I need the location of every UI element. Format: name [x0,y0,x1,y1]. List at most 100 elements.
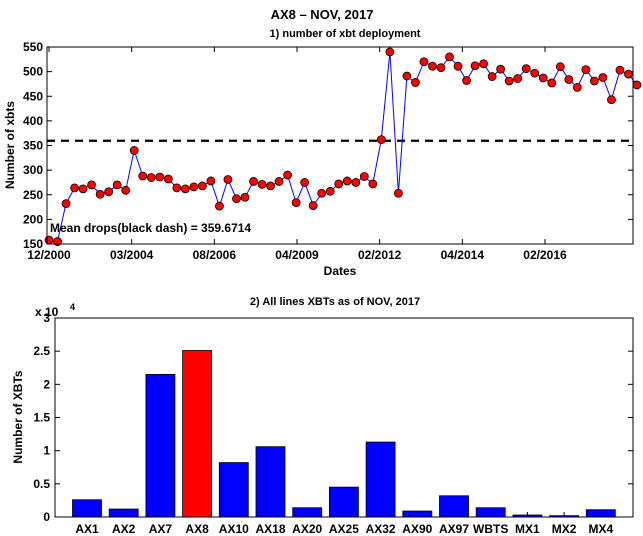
data-point [308,201,318,210]
bar-chart-scale-label: x 10 [35,305,59,319]
bar-ax2 [108,508,139,518]
data-point [419,57,429,67]
data-point [215,201,224,211]
data-point [129,146,139,155]
data-point [504,76,514,86]
y-tick-label: 0 [43,510,50,524]
bar-ax7 [145,373,176,518]
mean-annotation: Mean drops(black dash) = 359.6714 [50,221,251,235]
data-point [172,183,182,193]
x-tick-label: AX1 [75,522,99,536]
data-point [376,135,386,144]
data-point [342,176,352,186]
bar-mx4 [585,509,616,518]
data-point [325,186,335,196]
y-tick-label: 1.5 [33,411,50,425]
data-point [436,63,446,73]
data-point [632,80,642,90]
data-point [87,180,97,190]
data-point [163,174,173,184]
bar-ax1 [72,499,102,518]
line-chart-frame [46,46,634,245]
data-point [317,188,327,198]
y-tick-label: 300 [23,163,43,177]
data-point [180,184,190,194]
xbt-bar-chart: 2) All lines XBTs as of NOV, 2017 0 0.5 1 1… [11,296,634,536]
data-point [453,61,463,71]
data-point [206,176,216,186]
x-tick-label: 02/2016 [523,248,567,262]
data-point [146,173,156,182]
x-tick-label: MX4 [588,522,613,536]
data-point [334,179,344,189]
data-point [112,180,122,190]
data-point [487,72,497,81]
data-point [104,187,114,197]
y-tick-label: 200 [23,212,43,226]
bar-ax90 [402,510,433,518]
data-point [274,177,284,186]
data-point [615,65,625,75]
data-point [607,95,616,105]
data-point [61,199,71,209]
data-point [402,71,412,81]
x-tick-label: AX2 [112,522,136,536]
data-point [95,189,105,199]
x-tick-label: 12/2000 [27,248,71,262]
bar-ax97 [439,495,469,518]
bar-chart-title: 2) All lines XBTs as of NOV, 2017 [250,296,420,308]
data-point [359,172,369,181]
data-point [538,73,548,83]
data-point [393,188,403,198]
data-point [266,181,275,191]
x-tick-label: AX7 [149,522,173,536]
data-point [155,172,165,182]
data-point [555,62,565,72]
data-point [385,47,395,57]
bar-wbts [475,507,506,518]
x-tick-label: AX32 [366,522,396,536]
data-point [479,59,489,69]
data-point [624,69,633,79]
bar-chart-ticks: 0 0.5 1 1.5 2 2.5 3 AX1 AX2 AX7 AX8 AX10 AX18 AX20 AX2… [33,311,633,536]
line-series [44,47,642,246]
data-point [291,198,301,208]
bar-ax25 [328,486,359,518]
data-point [249,177,258,186]
data-point [470,61,480,71]
line-chart-ticks: 150 200 250 300 350 400 450 500 550 12/2000 03/200… [23,40,633,262]
data-point [197,181,207,191]
y-tick-label: 250 [23,188,43,202]
bar-ax10 [218,462,249,518]
data-point [223,175,233,184]
data-point [581,65,591,75]
data-point [589,76,599,86]
line-chart-title: 1) number of xbt deployment [270,28,421,40]
y-tick-label: 3 [43,311,50,325]
y-tick-label: 400 [23,114,43,128]
data-point [530,68,540,78]
x-tick-label: AX18 [255,522,285,536]
data-point [121,185,131,195]
data-point [496,64,506,74]
x-tick-label: MX2 [552,522,577,536]
x-tick-label: WBTS [473,522,508,536]
bar-chart-frame [54,317,634,518]
data-point [351,178,361,187]
y-tick-label: 0.5 [33,477,50,491]
data-point [445,52,454,62]
y-tick-label: 150 [23,237,43,251]
bar-ax32 [365,441,396,518]
deployment-line-chart: 1) number of xbt deployment 150 200 250 300… [3,28,642,278]
data-point [283,170,293,180]
bar-chart-scale-exponent: 4 [70,302,75,312]
data-point [521,64,531,74]
x-tick-label: 02/2012 [358,248,402,262]
data-point [232,194,241,204]
x-tick-label: AX20 [292,522,322,536]
x-tick-label: 03/2004 [110,248,154,262]
data-point [78,184,88,194]
data-point [411,78,420,87]
y-tick-label: 500 [23,65,43,79]
y-tick-label: 350 [23,139,43,153]
